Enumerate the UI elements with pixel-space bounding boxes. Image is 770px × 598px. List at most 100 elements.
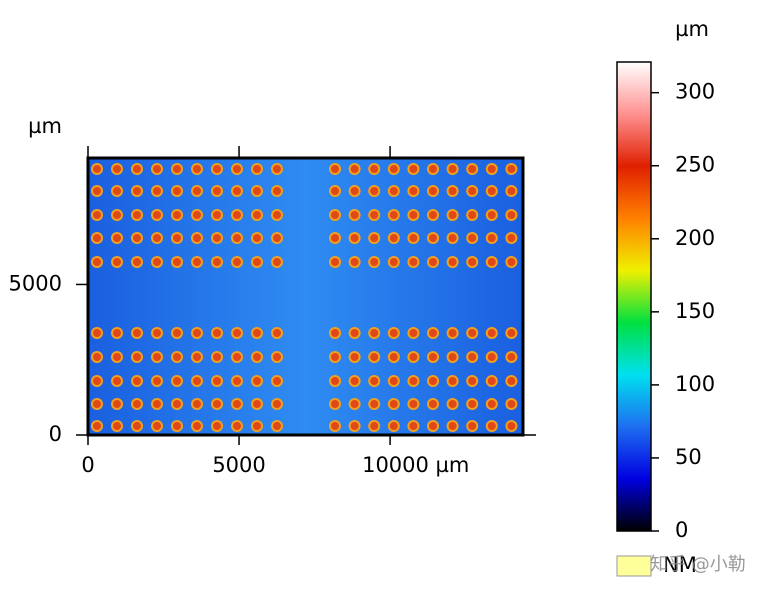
pillar	[253, 234, 261, 242]
pillar	[93, 187, 101, 195]
pillar	[487, 187, 496, 195]
pillar	[429, 353, 437, 361]
pillar	[93, 234, 101, 242]
pillar	[213, 329, 221, 337]
pillar	[389, 422, 398, 430]
pillar	[331, 234, 339, 242]
pillar	[133, 329, 141, 337]
pillar	[233, 353, 241, 361]
colorbar-tick-label: 100	[675, 372, 715, 396]
pillar	[253, 211, 261, 219]
pillar	[153, 187, 161, 195]
pillar	[233, 234, 241, 242]
pillar	[113, 165, 121, 173]
pillar	[253, 353, 261, 361]
pillar	[468, 329, 477, 337]
pillar	[331, 187, 339, 195]
pillar	[233, 377, 241, 385]
pillar	[213, 187, 221, 195]
pillar	[370, 377, 379, 385]
pillar	[487, 377, 496, 385]
pillar	[213, 165, 221, 173]
pillar	[409, 353, 418, 361]
pillar	[507, 211, 516, 219]
pillar	[233, 258, 241, 266]
pillar	[173, 329, 181, 337]
pillar	[133, 211, 141, 219]
pillar	[133, 187, 141, 195]
pillar	[331, 422, 339, 430]
pillar	[409, 377, 418, 385]
pillar	[113, 211, 121, 219]
pillar	[370, 258, 379, 266]
pillar	[113, 422, 121, 430]
colorbar-tick-label: 300	[675, 80, 715, 104]
pillar	[487, 400, 496, 408]
pillar	[253, 422, 261, 430]
pillar	[370, 400, 379, 408]
pillar	[389, 234, 398, 242]
pillar	[429, 187, 437, 195]
pillar	[173, 258, 181, 266]
pillar	[468, 377, 477, 385]
pillar	[193, 353, 201, 361]
pillar	[389, 377, 398, 385]
pillar	[468, 165, 477, 173]
colorbar-tick-label: 50	[675, 445, 702, 469]
pillar	[133, 258, 141, 266]
pillar	[173, 400, 181, 408]
pillar	[370, 165, 379, 173]
pillar	[193, 187, 201, 195]
pillar	[233, 211, 241, 219]
pillar	[253, 329, 261, 337]
pillar	[507, 353, 516, 361]
pillar	[468, 353, 477, 361]
pillar	[487, 422, 496, 430]
pillar	[429, 211, 437, 219]
colorbar-tick-label: 150	[675, 299, 715, 323]
pillar	[253, 187, 261, 195]
pillar	[448, 187, 457, 195]
pillar	[429, 234, 437, 242]
pillar	[429, 400, 437, 408]
pillar	[93, 211, 101, 219]
pillar	[273, 329, 281, 337]
pillar	[409, 329, 418, 337]
pillar	[233, 187, 241, 195]
pillar	[507, 377, 516, 385]
pillar	[350, 422, 359, 430]
pillar	[409, 422, 418, 430]
pillar	[173, 353, 181, 361]
pillar	[193, 329, 201, 337]
pillar	[273, 258, 281, 266]
pillar	[507, 422, 516, 430]
pillar	[331, 329, 339, 337]
map-background	[88, 158, 523, 435]
pillar	[153, 353, 161, 361]
pillar	[389, 258, 398, 266]
pillar	[153, 211, 161, 219]
pillar	[213, 377, 221, 385]
pillar	[389, 165, 398, 173]
pillar	[487, 353, 496, 361]
pillar	[93, 258, 101, 266]
pillar	[173, 165, 181, 173]
pillar	[133, 422, 141, 430]
pillar	[213, 400, 221, 408]
pillar	[350, 211, 359, 219]
pillar	[173, 234, 181, 242]
pillar	[468, 400, 477, 408]
pillar	[370, 329, 379, 337]
colorbar-label: µm	[675, 17, 709, 41]
pillar	[113, 377, 121, 385]
pillar	[487, 165, 496, 173]
pillar	[389, 187, 398, 195]
pillar	[507, 258, 516, 266]
pillar	[133, 377, 141, 385]
pillar	[153, 329, 161, 337]
pillar	[213, 422, 221, 430]
pillar	[370, 353, 379, 361]
pillar	[389, 211, 398, 219]
pillar	[389, 353, 398, 361]
legend-label: NM	[663, 553, 697, 577]
